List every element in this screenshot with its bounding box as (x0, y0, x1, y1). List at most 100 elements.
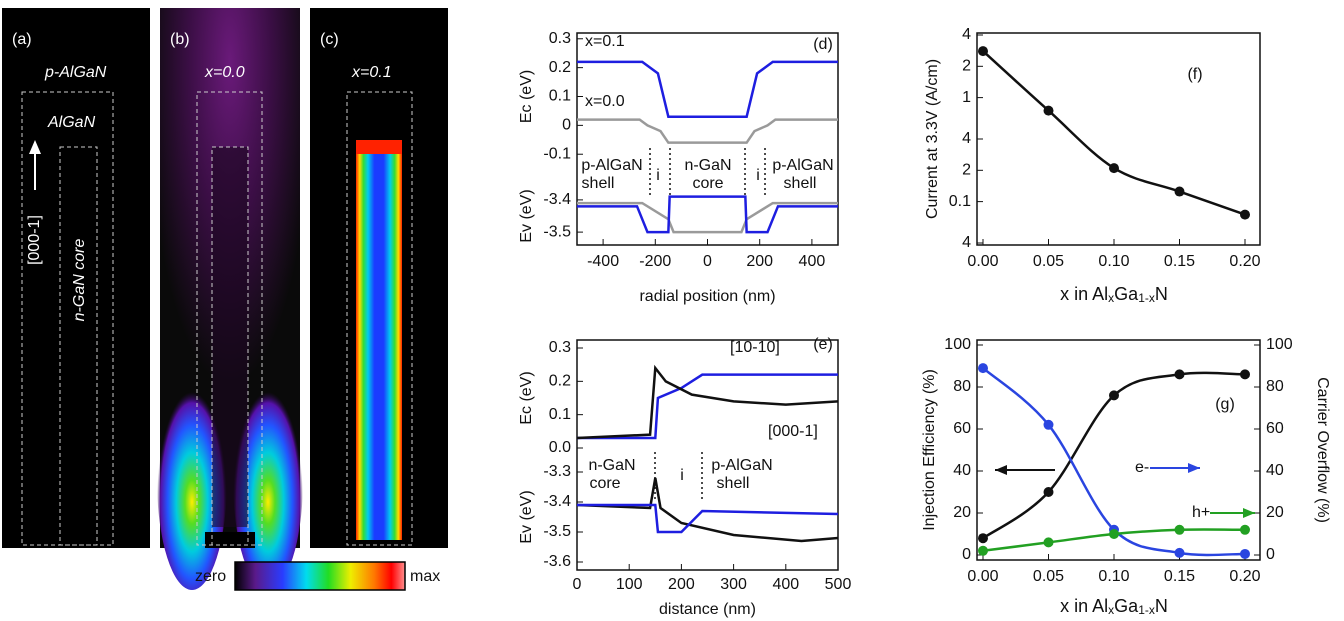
annotation: core (692, 175, 723, 192)
x-tick-label: 0.00 (967, 568, 998, 585)
x-tick-label: 400 (799, 253, 826, 270)
data-point (1240, 369, 1250, 380)
y-tick-label: -3.3 (543, 463, 571, 480)
data-point (1109, 390, 1119, 401)
y-axis-label: Injection Efficiency (%) (921, 369, 938, 531)
label-part: 1-x (1138, 603, 1155, 617)
y-tick-label: 20 (1266, 504, 1284, 521)
data-point (1174, 186, 1185, 197)
x-tick-label: 0.10 (1098, 253, 1129, 270)
x-tick-label: 0.05 (1033, 253, 1064, 270)
y-tick-label: -3.5 (543, 523, 571, 540)
label-part: x (1108, 603, 1114, 617)
annotation: shell (717, 475, 750, 492)
region-label: p-AlGaN (44, 64, 107, 81)
data-point (1240, 209, 1250, 220)
data-point (978, 533, 988, 544)
y-axis-label: Ev (eV) (518, 189, 535, 242)
data-point (1174, 524, 1185, 535)
y-tick-label: 80 (953, 378, 971, 395)
arrow-head (995, 465, 1007, 475)
y-axis-label: Current at 3.3V (A/cm) (924, 59, 941, 219)
emission-rod (356, 140, 402, 540)
x-axis-label: x in AlxGa1-xN (1060, 284, 1168, 305)
label-part: x in Al (1060, 596, 1108, 616)
y-tick-label: -3.4 (543, 493, 571, 510)
x-tick-label: 400 (772, 576, 799, 593)
x-tick-label: 0.20 (1229, 253, 1260, 270)
y-tick-label: 2 (962, 162, 971, 179)
x-tick-label: -200 (639, 253, 671, 270)
rod-top (356, 140, 402, 154)
y-tick-label: 4 (962, 234, 971, 251)
y-axis-label: Ec (eV) (518, 371, 535, 424)
y-tick-label: 0.1 (549, 88, 571, 105)
data-point (1240, 548, 1250, 559)
direction-label: [000-1] (26, 215, 43, 265)
panel-label: (g) (1215, 396, 1235, 413)
data-point (1043, 419, 1054, 430)
colorbar (234, 561, 406, 591)
series-label: h+ (1192, 504, 1210, 521)
y-tick-label: 1 (962, 89, 971, 106)
y-tick-label: 0.3 (549, 30, 571, 47)
data-line (577, 118, 838, 144)
annotation: n-GaN (684, 157, 731, 174)
y-tick-label: 0.1 (949, 193, 971, 210)
y-tick-label: 60 (953, 420, 971, 437)
core-region (212, 147, 248, 527)
x-axis-label: distance (nm) (659, 601, 756, 618)
y-tick-label: -3.6 (543, 553, 571, 570)
x-tick-label: 200 (746, 253, 773, 270)
x-tick-label: 100 (616, 576, 643, 593)
base (205, 532, 255, 548)
annotation: i (680, 467, 684, 484)
region-label: n-GaN core (71, 239, 88, 322)
series-label: x=0.0 (585, 93, 625, 110)
panel-label: (f) (1187, 66, 1202, 83)
x-tick-label: -400 (587, 253, 619, 270)
panel-label: (d) (813, 36, 833, 53)
y-tick-label: 0 (962, 546, 971, 563)
annotation: shell (582, 175, 615, 192)
x-tick-label: 300 (720, 576, 747, 593)
series-label: [10-10] (730, 339, 780, 356)
colorbar-min: zero (195, 568, 226, 585)
plot-frame (976, 339, 1261, 561)
annotation: core (589, 475, 620, 492)
label-part: Ga (1114, 596, 1139, 616)
y-tick-label: 100 (944, 336, 971, 353)
x-tick-label: 0.15 (1164, 568, 1195, 585)
y-tick-label: 80 (1266, 378, 1284, 395)
data-line (576, 477, 839, 543)
data-point (1174, 369, 1185, 380)
y-tick-label: 0 (562, 117, 571, 134)
image-caption: x=0.0 (204, 64, 245, 81)
y-tick-label: 2 (962, 58, 971, 75)
annotation: shell (784, 175, 817, 192)
region-label: AlGaN (47, 114, 96, 131)
data-point (1043, 487, 1054, 497)
panel-label: (b) (170, 31, 190, 48)
annotation: n-GaN (588, 457, 635, 474)
y-tick-label: 0.0 (549, 439, 571, 456)
y-tick-label: 100 (1266, 336, 1293, 353)
x-tick-label: 0.00 (967, 253, 998, 270)
y-tick-label: 20 (953, 504, 971, 521)
data-line (577, 60, 838, 118)
plot-frame (576, 339, 839, 571)
annotation: p-AlGaN (711, 457, 772, 474)
label-part: x in Al (1060, 284, 1108, 304)
y-tick-label: 60 (1266, 420, 1284, 437)
data-line (577, 503, 839, 534)
arrow-head (1243, 508, 1255, 518)
x-axis-label: x in AlxGa1-xN (1060, 596, 1168, 617)
panel-label: (e) (813, 336, 833, 353)
x-tick-label: 0.05 (1033, 568, 1064, 585)
x-tick-label: 0 (573, 576, 582, 593)
x-tick-label: 500 (825, 576, 852, 593)
label-part: N (1155, 596, 1168, 616)
data-line (577, 373, 838, 440)
data-point (1109, 529, 1119, 539)
